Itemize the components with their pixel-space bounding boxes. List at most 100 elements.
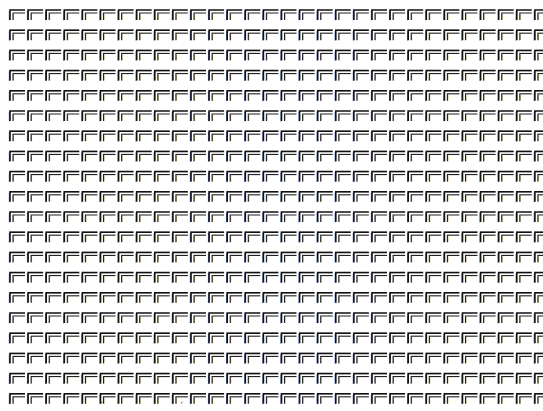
- double-corner-bracket-icon: [497, 130, 514, 142]
- double-corner-bracket-icon: [388, 372, 406, 384]
- double-corner-bracket-icon: [117, 292, 134, 304]
- double-corner-bracket-icon: [153, 292, 170, 304]
- double-corner-bracket-icon: [533, 110, 543, 122]
- double-corner-bracket-icon: [171, 251, 188, 263]
- double-corner-bracket-icon: [388, 332, 406, 344]
- double-corner-bracket-icon: [262, 9, 279, 21]
- double-corner-bracket-icon: [135, 393, 152, 405]
- double-corner-bracket-icon: [316, 191, 333, 203]
- double-corner-bracket-icon: [226, 191, 243, 203]
- double-corner-bracket-icon: [461, 170, 478, 182]
- double-corner-bracket-icon: [207, 211, 225, 223]
- double-corner-bracket-icon: [189, 170, 206, 182]
- double-corner-bracket-icon: [171, 9, 188, 21]
- double-corner-bracket-icon: [497, 69, 514, 81]
- double-corner-bracket-icon: [425, 130, 442, 142]
- double-corner-bracket-icon: [8, 271, 25, 283]
- double-corner-bracket-icon: [63, 29, 80, 41]
- double-corner-bracket-icon: [81, 372, 98, 384]
- double-corner-bracket-icon: [135, 211, 152, 223]
- double-corner-bracket-icon: [388, 231, 406, 243]
- double-corner-bracket-icon: [388, 191, 406, 203]
- double-corner-bracket-icon: [153, 150, 170, 162]
- double-corner-bracket-icon: [370, 292, 387, 304]
- double-corner-bracket-icon: [244, 170, 261, 182]
- double-corner-bracket-icon: [171, 231, 188, 243]
- double-corner-bracket-icon: [334, 352, 351, 364]
- double-corner-bracket-icon: [63, 292, 80, 304]
- double-corner-bracket-icon: [117, 393, 134, 405]
- double-corner-bracket-icon: [280, 130, 297, 142]
- double-corner-bracket-icon: [298, 9, 315, 21]
- double-corner-bracket-icon: [515, 69, 532, 81]
- double-corner-bracket-icon: [533, 332, 543, 344]
- double-corner-bracket-icon: [189, 332, 206, 344]
- double-corner-bracket-icon: [244, 231, 261, 243]
- double-corner-bracket-icon: [316, 49, 333, 61]
- double-corner-bracket-icon: [515, 332, 532, 344]
- double-corner-bracket-icon: [280, 49, 297, 61]
- double-corner-bracket-icon: [280, 372, 297, 384]
- double-corner-bracket-icon: [8, 332, 25, 344]
- double-corner-bracket-icon: [153, 352, 170, 364]
- double-corner-bracket-icon: [425, 110, 442, 122]
- double-corner-bracket-icon: [226, 372, 243, 384]
- double-corner-bracket-icon: [497, 191, 514, 203]
- double-corner-bracket-icon: [280, 150, 297, 162]
- double-corner-bracket-icon: [26, 170, 44, 182]
- double-corner-bracket-icon: [171, 372, 188, 384]
- double-corner-bracket-icon: [334, 49, 351, 61]
- double-corner-bracket-icon: [407, 170, 424, 182]
- double-corner-bracket-icon: [262, 170, 279, 182]
- double-corner-bracket-icon: [226, 110, 243, 122]
- double-corner-bracket-icon: [352, 29, 369, 41]
- double-corner-bracket-icon: [407, 69, 424, 81]
- double-corner-bracket-icon: [189, 211, 206, 223]
- double-corner-bracket-icon: [443, 352, 460, 364]
- double-corner-bracket-icon: [533, 312, 543, 324]
- double-corner-bracket-icon: [226, 69, 243, 81]
- double-corner-bracket-icon: [99, 271, 116, 283]
- double-corner-bracket-icon: [99, 352, 116, 364]
- double-corner-bracket-icon: [262, 393, 279, 405]
- double-corner-bracket-icon: [515, 49, 532, 61]
- double-corner-bracket-icon: [45, 231, 62, 243]
- double-corner-bracket-icon: [370, 69, 387, 81]
- double-corner-bracket-icon: [352, 393, 369, 405]
- double-corner-bracket-icon: [425, 312, 442, 324]
- double-corner-bracket-icon: [99, 251, 116, 263]
- double-corner-bracket-icon: [81, 271, 98, 283]
- double-corner-bracket-icon: [280, 29, 297, 41]
- double-corner-bracket-icon: [533, 9, 543, 21]
- double-corner-bracket-icon: [515, 251, 532, 263]
- double-corner-bracket-icon: [153, 9, 170, 21]
- double-corner-bracket-icon: [370, 29, 387, 41]
- double-corner-bracket-icon: [135, 49, 152, 61]
- double-corner-bracket-icon: [117, 211, 134, 223]
- double-corner-bracket-icon: [352, 9, 369, 21]
- double-corner-bracket-icon: [533, 150, 543, 162]
- double-corner-bracket-icon: [407, 352, 424, 364]
- double-corner-bracket-icon: [226, 150, 243, 162]
- double-corner-bracket-icon: [207, 29, 225, 41]
- double-corner-bracket-icon: [45, 251, 62, 263]
- double-corner-bracket-icon: [117, 312, 134, 324]
- double-corner-bracket-icon: [497, 352, 514, 364]
- double-corner-bracket-icon: [370, 110, 387, 122]
- double-corner-bracket-icon: [515, 191, 532, 203]
- double-corner-bracket-icon: [425, 251, 442, 263]
- double-corner-bracket-icon: [189, 292, 206, 304]
- double-corner-bracket-icon: [8, 9, 25, 21]
- double-corner-bracket-icon: [461, 90, 478, 102]
- double-corner-bracket-icon: [244, 150, 261, 162]
- double-corner-bracket-icon: [63, 110, 80, 122]
- double-corner-bracket-icon: [388, 170, 406, 182]
- double-corner-bracket-icon: [171, 271, 188, 283]
- double-corner-bracket-icon: [316, 130, 333, 142]
- double-corner-bracket-icon: [244, 332, 261, 344]
- double-corner-bracket-icon: [425, 170, 442, 182]
- double-corner-bracket-icon: [461, 251, 478, 263]
- double-corner-bracket-icon: [388, 393, 406, 405]
- double-corner-bracket-icon: [352, 231, 369, 243]
- double-corner-bracket-icon: [334, 130, 351, 142]
